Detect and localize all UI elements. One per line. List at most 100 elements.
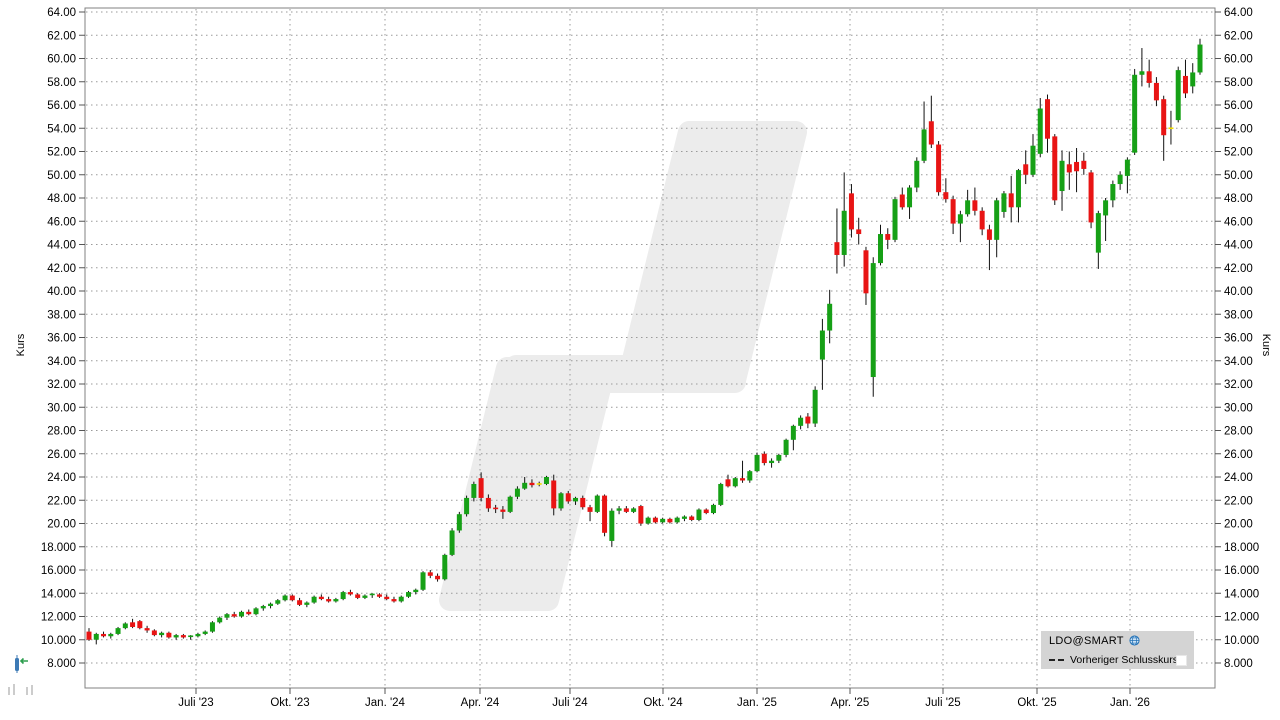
legend-series-label: Vorheriger Schlusskurs bbox=[1070, 653, 1178, 666]
y-tick-label-left: 22.00 bbox=[47, 495, 76, 507]
candle bbox=[776, 453, 782, 464]
candle bbox=[1001, 191, 1007, 218]
candle bbox=[1110, 180, 1116, 208]
candle bbox=[449, 528, 455, 557]
y-tick-label-left: 50.00 bbox=[47, 170, 76, 182]
candle bbox=[1168, 110, 1174, 145]
y-tick-label-right: 36.00 bbox=[1224, 333, 1253, 345]
candle bbox=[827, 289, 833, 344]
y-tick-label-left: 26.00 bbox=[47, 449, 76, 461]
candle bbox=[522, 477, 528, 490]
y-tick-label-right: 32.00 bbox=[1224, 379, 1253, 391]
scroll-to-latest-icon[interactable] bbox=[15, 655, 28, 673]
candle bbox=[798, 415, 804, 430]
legend-series-row: Vorheriger Schlusskurs bbox=[1041, 650, 1194, 669]
candle bbox=[406, 590, 412, 598]
candle bbox=[1161, 95, 1167, 161]
y-tick-label-right: 10.000 bbox=[1224, 635, 1259, 647]
chart-legend[interactable]: LDO@SMART Vorheriger Schlusskurs bbox=[1041, 631, 1194, 669]
candle bbox=[282, 594, 288, 602]
y-tick-label-left: 64.00 bbox=[47, 7, 76, 19]
x-tick-label: Juli '24 bbox=[552, 697, 588, 709]
candle bbox=[645, 516, 651, 525]
candle bbox=[333, 597, 339, 603]
candle bbox=[464, 495, 470, 517]
y-tick-label-left: 20.00 bbox=[47, 519, 76, 531]
y-tick-label-left: 30.00 bbox=[47, 402, 76, 414]
candle bbox=[442, 553, 448, 581]
candle bbox=[311, 595, 317, 604]
candle bbox=[137, 619, 143, 630]
candle bbox=[398, 595, 404, 603]
candle bbox=[732, 477, 738, 488]
y-tick-label-right: 42.00 bbox=[1224, 263, 1253, 275]
y-tick-label-right: 26.00 bbox=[1224, 449, 1253, 461]
candle bbox=[391, 596, 397, 603]
candle bbox=[1197, 38, 1203, 75]
candle bbox=[667, 517, 673, 524]
y-tick-label-left: 38.00 bbox=[47, 309, 76, 321]
candle bbox=[304, 601, 310, 608]
candle bbox=[1088, 170, 1094, 229]
candle bbox=[652, 516, 658, 524]
x-tick-label: Juli '23 bbox=[178, 697, 213, 709]
candle bbox=[616, 506, 622, 515]
y-tick-label-right: 40.00 bbox=[1224, 286, 1253, 298]
candle bbox=[507, 495, 513, 514]
candle bbox=[93, 632, 99, 645]
candle bbox=[1030, 134, 1036, 178]
candle bbox=[1124, 157, 1130, 194]
candle bbox=[551, 474, 557, 516]
candle bbox=[841, 172, 847, 267]
candle bbox=[1045, 94, 1051, 153]
candle bbox=[870, 257, 876, 397]
candle bbox=[783, 438, 789, 458]
x-tick-label: Apr. '24 bbox=[461, 697, 500, 709]
y-tick-label-left: 28.00 bbox=[47, 426, 76, 438]
x-tick-label: Jan. '24 bbox=[365, 697, 406, 709]
candle bbox=[108, 632, 114, 639]
y-tick-label-right: 48.00 bbox=[1224, 193, 1253, 205]
candle bbox=[195, 632, 201, 638]
y-tick-label-left: 60.00 bbox=[47, 54, 76, 66]
candle bbox=[471, 481, 477, 502]
candle bbox=[435, 573, 441, 582]
candle bbox=[369, 593, 375, 598]
y-axis-title-left: Kurs bbox=[15, 333, 27, 356]
y-axis-title-right: Kurs bbox=[1260, 334, 1272, 357]
legend-symbol-row: LDO@SMART bbox=[1041, 631, 1194, 650]
y-tick-label-left: 54.00 bbox=[47, 123, 76, 135]
globe-icon bbox=[1129, 635, 1140, 646]
mini-bars-icon[interactable] bbox=[8, 684, 33, 695]
candle bbox=[420, 571, 426, 591]
y-tick-label-right: 60.00 bbox=[1224, 54, 1253, 66]
candle bbox=[384, 594, 390, 601]
y-tick-label-right: 22.00 bbox=[1224, 495, 1253, 507]
dashed-line-icon bbox=[1049, 658, 1065, 661]
candle bbox=[877, 224, 883, 266]
y-tick-label-left: 48.00 bbox=[47, 193, 76, 205]
candle bbox=[1103, 198, 1109, 242]
candle bbox=[326, 596, 332, 603]
candle bbox=[1175, 66, 1181, 123]
y-tick-label-left: 14.000 bbox=[41, 588, 76, 600]
candle bbox=[536, 481, 542, 487]
candle bbox=[689, 515, 695, 522]
x-tick-label: Jan. '25 bbox=[737, 697, 777, 709]
candle bbox=[1052, 134, 1058, 205]
y-tick-label-left: 58.00 bbox=[47, 77, 76, 89]
candle bbox=[819, 318, 825, 390]
y-tick-label-left: 18.000 bbox=[41, 542, 76, 554]
candle bbox=[456, 511, 462, 533]
y-tick-label-right: 44.00 bbox=[1224, 240, 1253, 252]
x-tick-label: Okt. '25 bbox=[1017, 697, 1056, 709]
y-tick-label-right: 38.00 bbox=[1224, 309, 1253, 321]
candle bbox=[253, 607, 259, 616]
legend-checkbox[interactable] bbox=[1176, 655, 1187, 666]
y-tick-label-left: 36.00 bbox=[47, 333, 76, 345]
candle bbox=[790, 424, 796, 451]
candle bbox=[1059, 150, 1065, 211]
candle bbox=[347, 589, 353, 596]
x-tick-label: Okt. '23 bbox=[270, 697, 309, 709]
